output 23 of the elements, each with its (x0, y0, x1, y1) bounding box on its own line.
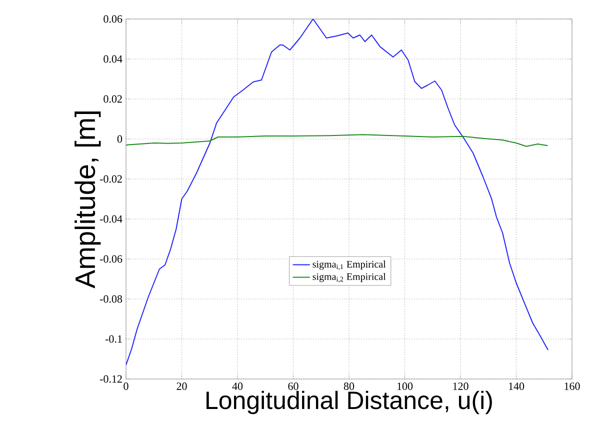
legend-label: sigma$_{i,2}$ Empirical (312, 272, 386, 283)
y-tick-label: 0.06 (104, 15, 122, 23)
x-tick-label: 100 (397, 382, 413, 390)
y-tick-label: -0.1 (105, 335, 122, 343)
x-tick-label: 20 (176, 382, 187, 390)
x-tick-label: 120 (453, 382, 468, 390)
legend-label: sigma$_{i,1}$ Empirical (312, 260, 386, 270)
y-axis-title: Amplitude, [m] (74, 112, 101, 288)
x-tick-label: 40 (232, 382, 243, 390)
x-tick-label: 60 (288, 382, 298, 390)
y-tick-label: -0.06 (100, 255, 122, 263)
y-tick-label: 0.02 (104, 95, 122, 103)
y-tick-label: 0.04 (104, 55, 122, 63)
x-tick-label: 80 (344, 382, 354, 390)
y-tick-label: -0.04 (100, 215, 122, 223)
y-tick-label: -0.12 (100, 375, 122, 383)
x-axis-title: Longitudinal Distance, u(i) (206, 390, 492, 414)
y-tick-label: -0.08 (100, 295, 122, 303)
y-tick-label: 0 (117, 135, 122, 143)
x-tick-label: 0 (124, 382, 128, 390)
x-tick-label: 160 (564, 382, 580, 390)
x-tick-label: 140 (508, 382, 524, 390)
y-tick-label: -0.02 (100, 175, 122, 183)
